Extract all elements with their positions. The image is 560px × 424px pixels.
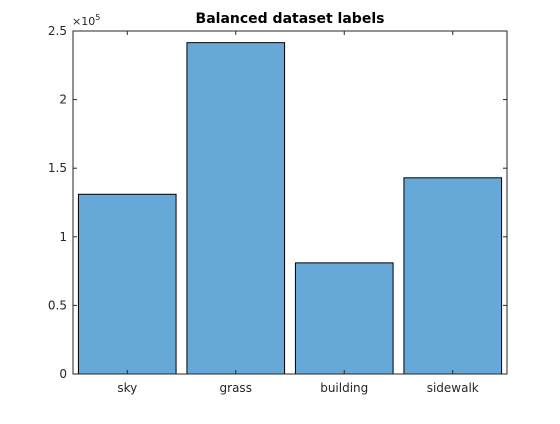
y-tick-label-4: 2 — [59, 93, 67, 107]
y-tick-label-2: 1 — [59, 230, 67, 244]
y-axis-exponent: ×105 — [72, 13, 100, 28]
x-tick-label-grass: grass — [220, 381, 252, 395]
y-tick-label-5: 2.5 — [48, 24, 67, 38]
axes-frame — [72, 30, 508, 375]
bar-sky — [77, 193, 177, 375]
tick-labels: sky grass building sidewalk 0 0.5 1 1.5 2 2.5 — [48, 24, 479, 395]
x-tick-label-sidewalk: sidewalk — [427, 381, 479, 395]
y-axis-exponent-power: 5 — [95, 13, 100, 22]
y-axis-exponent-base: ×10 — [72, 15, 95, 28]
bar-building — [294, 262, 394, 375]
bars — [77, 42, 503, 375]
chart-title: Balanced dataset labels — [196, 11, 385, 27]
axis-ticks — [73, 30, 507, 375]
bar-sidewalk — [403, 177, 503, 375]
y-tick-label-3: 1.5 — [48, 161, 67, 175]
x-tick-label-sky: sky — [117, 381, 137, 395]
x-tick-label-building: building — [320, 381, 368, 395]
bar-grass — [186, 42, 286, 375]
y-tick-label-0: 0 — [59, 367, 67, 381]
y-tick-label-1: 0.5 — [48, 298, 67, 312]
